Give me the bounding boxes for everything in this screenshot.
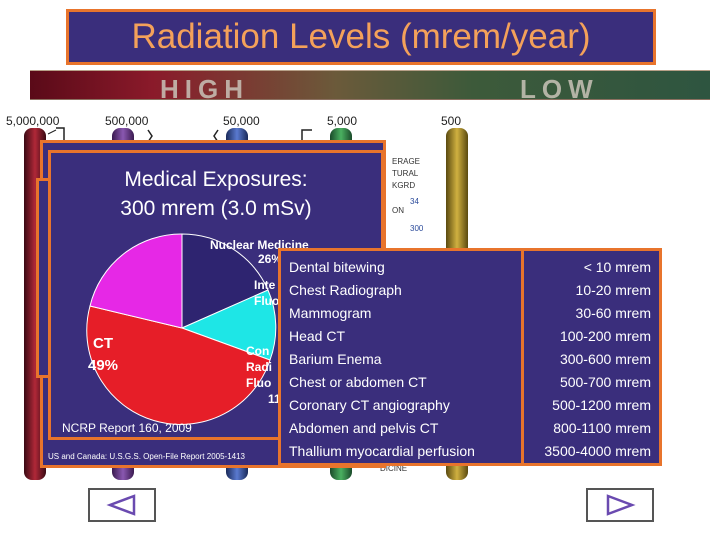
procedure-dose: 500-1200 mrem [552,397,651,413]
medical-title-line1: Medical Exposures: [124,168,308,191]
source-citation: NCRP Report 160, 2009 [62,421,192,435]
bg-text-34: 34 [410,197,419,206]
previous-slide-button[interactable] [88,488,156,522]
pie-slice-interventional [180,289,277,361]
procedure-name: Abdomen and pelvis CT [289,420,439,436]
bg-text-300: 300 [410,224,424,233]
pie-label-fluoro-2: Fluo [246,376,272,390]
procedure-name: Barium Enema [289,351,382,367]
bg-text-erage: ERAGE [392,157,421,166]
bg-text-tural: TURAL [392,169,419,178]
procedure-dose: 30-60 mrem [575,305,651,321]
scale-label-5000: 5,000 [327,114,358,128]
procedure-column: Dental bitewing Chest Radiograph Mammogr… [289,256,519,463]
title-banner: Radiation Levels (mrem/year) [66,9,656,65]
procedure-dose-table: Dental bitewing Chest Radiograph Mammogr… [278,248,662,466]
bg-text-kgrd: KGRD [392,181,416,190]
procedure-dose: < 10 mrem [583,259,651,275]
scale-label-500000: 500,000 [105,114,149,128]
usgs-note: US and Canada: U.S.G.S. Open-File Report… [48,452,245,461]
table-divider [521,251,524,463]
procedure-dose: 500-700 mrem [559,374,651,390]
procedure-dose: 10-20 mrem [575,282,651,298]
pie-slice-magenta [89,233,183,329]
pie-slice-ct [86,305,271,425]
dose-column: < 10 mrem 10-20 mrem 30-60 mrem 100-200 … [521,256,651,463]
high-low-scale-bar [30,70,710,100]
procedure-name: Head CT [289,328,346,344]
pie-label-radio: Radi [246,360,273,374]
procedure-name: Chest Radiograph [289,282,402,298]
procedure-name: Dental bitewing [289,259,385,275]
pie-slice-nuclear [181,233,269,329]
pie-label-conv-pct: 11 [268,392,281,406]
procedure-dose: 3500-4000 mrem [544,443,651,459]
medical-title-line2: 300 mrem (3.0 mSv) [120,197,312,220]
procedure-dose: 100-200 mrem [559,328,651,344]
procedure-dose: 300-600 mrem [559,351,651,367]
procedure-name: Chest or abdomen CT [289,374,427,390]
procedure-name: Coronary CT angiography [289,397,450,413]
procedure-name: Mammogram [289,305,372,321]
pie-label-conventional: Con [246,344,270,358]
scale-label-500: 500 [441,114,462,128]
procedure-dose: 800-1100 mrem [553,420,651,436]
bg-text-on: ON [392,206,404,215]
next-slide-button[interactable] [586,488,654,522]
scale-label-50000: 50,000 [223,114,260,128]
pie-label-fluoro: Fluo [254,294,280,308]
pie-label-ct: CT 49% [88,333,118,377]
previous-slide-icon [106,494,136,516]
next-slide-icon [606,494,636,516]
pie-label-ct-pct: 49% [88,357,119,374]
high-label: HIGH [160,74,249,104]
bg-text-dicine: DICINE [380,464,408,473]
medical-exposure-pie [86,233,277,425]
scale-label-5000000: 5,000,000 [6,114,60,128]
procedure-name: Thallium myocardial perfusion [289,443,475,459]
pie-label-nuclear-pct: 26% [258,252,283,266]
pie-label-interventional: Inte [254,278,276,292]
low-label: LOW [520,74,599,104]
medical-exposures-title: Medical Exposures: 300 mrem (3.0 mSv) [51,165,381,223]
pie-label-ct-name: CT [93,335,114,352]
page-title: Radiation Levels (mrem/year) [131,17,591,56]
